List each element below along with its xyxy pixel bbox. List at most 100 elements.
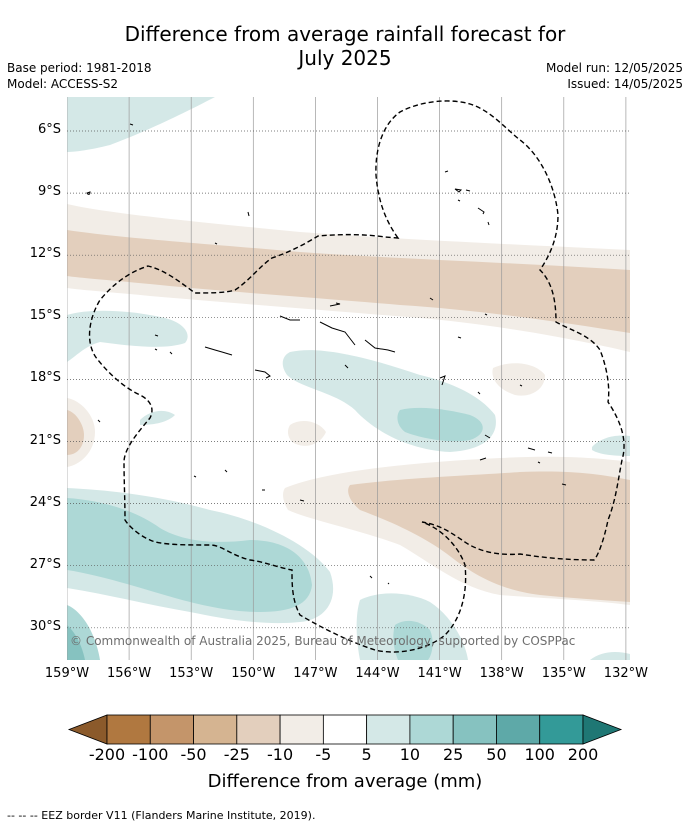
longitude-label: 159°W	[44, 666, 90, 681]
shade-brown-medium	[67, 230, 630, 333]
island-38	[214, 242, 218, 245]
island-1	[129, 123, 134, 126]
island-7	[457, 199, 461, 202]
island-2	[86, 191, 91, 195]
island-15	[204, 346, 233, 356]
base-period: Base period: 1981-2018	[7, 61, 152, 75]
colorbar-swatch	[452, 714, 497, 745]
island-28	[193, 475, 197, 478]
island-6	[465, 189, 471, 192]
island-19	[477, 391, 481, 395]
island-20	[519, 384, 523, 387]
latitude-label: 24°S	[29, 494, 61, 510]
colorbar-tick-label: -25	[223, 745, 250, 764]
island-11	[329, 302, 341, 307]
colorbar-tick-label: -200	[88, 745, 126, 764]
island-10	[429, 297, 434, 301]
island-30	[369, 575, 373, 579]
island-25	[561, 483, 567, 486]
colorbar-swatch	[193, 714, 238, 745]
rainfall-map	[67, 97, 630, 660]
latitude-label: 30°S	[29, 618, 61, 634]
eez-border	[88, 100, 625, 653]
colorbar-tick-label: 25	[442, 745, 464, 764]
colorbar-swatch	[322, 714, 368, 745]
island-17	[344, 364, 349, 369]
island-3	[247, 211, 250, 217]
colorbar-extend-low	[67, 714, 108, 745]
shade-teal-left	[67, 310, 188, 362]
island-34	[154, 334, 159, 337]
colorbar-tick-label: 100	[524, 745, 555, 764]
shade-brown-small	[287, 420, 326, 446]
copyright-notice: © Commonwealth of Australia 2025, Bureau…	[70, 634, 576, 648]
shade-teal-small-right	[592, 435, 630, 456]
colorbar-swatch	[149, 714, 194, 745]
meta-left: Base period: 1981-2018 Model: ACCESS-S2	[7, 60, 152, 92]
longitude-label: 132°W	[603, 666, 648, 681]
island-13	[319, 321, 356, 346]
island-12	[279, 315, 300, 321]
map-shading	[67, 97, 630, 660]
eez-north	[88, 100, 625, 653]
colorbar-swatch	[496, 714, 541, 745]
islands	[86, 123, 567, 585]
meta-right: Model run: 12/05/2025 Issued: 14/05/2025	[546, 60, 683, 92]
colorbar-tick-label: -10	[267, 745, 294, 764]
shade-teal-bottom-left-dark	[67, 625, 85, 660]
colorbar-tick-label: -50	[180, 745, 207, 764]
island-4	[444, 170, 449, 173]
island-14	[364, 339, 396, 353]
map-title: Difference from average rainfall forecas…	[95, 22, 595, 70]
colorbar-swatch	[409, 714, 454, 745]
island-16	[254, 369, 271, 379]
longitude-label: 135°W	[541, 666, 586, 681]
island-26	[299, 499, 305, 502]
model-name: Model: ACCESS-S2	[7, 77, 119, 91]
latitude-label: 21°S	[29, 432, 61, 448]
model-run: Model run: 12/05/2025	[545, 61, 683, 75]
shade-brown-east-patch	[492, 363, 545, 396]
island-31	[387, 582, 390, 585]
longitude-label: 141°W	[417, 666, 462, 681]
island-21	[527, 447, 536, 451]
colorbar-tick-label: 50	[486, 745, 507, 764]
island-35	[169, 351, 173, 355]
colorbar-swatch	[539, 714, 584, 745]
colorbar-extend-high	[582, 714, 623, 745]
issued-date: Issued: 14/05/2025	[567, 77, 683, 91]
island-23	[479, 457, 487, 461]
island-39	[457, 336, 462, 339]
latitude-label: 15°S	[29, 308, 61, 324]
island-18	[439, 375, 446, 386]
latitude-label: 9°S	[37, 184, 61, 200]
longitude-label: 147°W	[293, 666, 338, 681]
shade-brown-left-mid2	[67, 410, 84, 455]
shade-teal-bottom-center-mid	[393, 620, 433, 660]
colorbar-label: Difference from average (mm)	[207, 771, 483, 792]
colorbar-swatch	[236, 714, 281, 745]
island-32	[97, 419, 101, 423]
island-29	[224, 469, 228, 473]
latitude-label: 18°S	[29, 370, 61, 386]
colorbar-tick-label: 200	[567, 745, 599, 764]
island-36	[154, 348, 158, 351]
latitude-label: 27°S	[29, 556, 61, 572]
colorbar-tick-label: -5	[315, 745, 332, 764]
colorbar-tick-label: -100	[132, 745, 169, 764]
shade-teal-center-mid	[397, 407, 483, 442]
longitude-label: 138°W	[479, 666, 524, 681]
eez-footnote: -- -- -- EEZ border V11 (Flanders Marine…	[7, 809, 316, 822]
title-line-2: July 2025	[298, 46, 392, 70]
latitude-label: 12°S	[29, 246, 61, 262]
island-24	[537, 461, 541, 464]
shade-teal-small-left	[140, 410, 175, 425]
latitude-label: 6°S	[37, 122, 61, 137]
island-5	[454, 188, 463, 193]
colorbar-tick-label: 10	[399, 745, 421, 764]
longitude-label: 156°W	[107, 666, 152, 681]
island-33	[484, 434, 491, 439]
island-9	[487, 221, 490, 226]
colorbar-tick-label: 5	[361, 745, 372, 764]
title-line-1: Difference from average rainfall forecas…	[124, 22, 566, 46]
